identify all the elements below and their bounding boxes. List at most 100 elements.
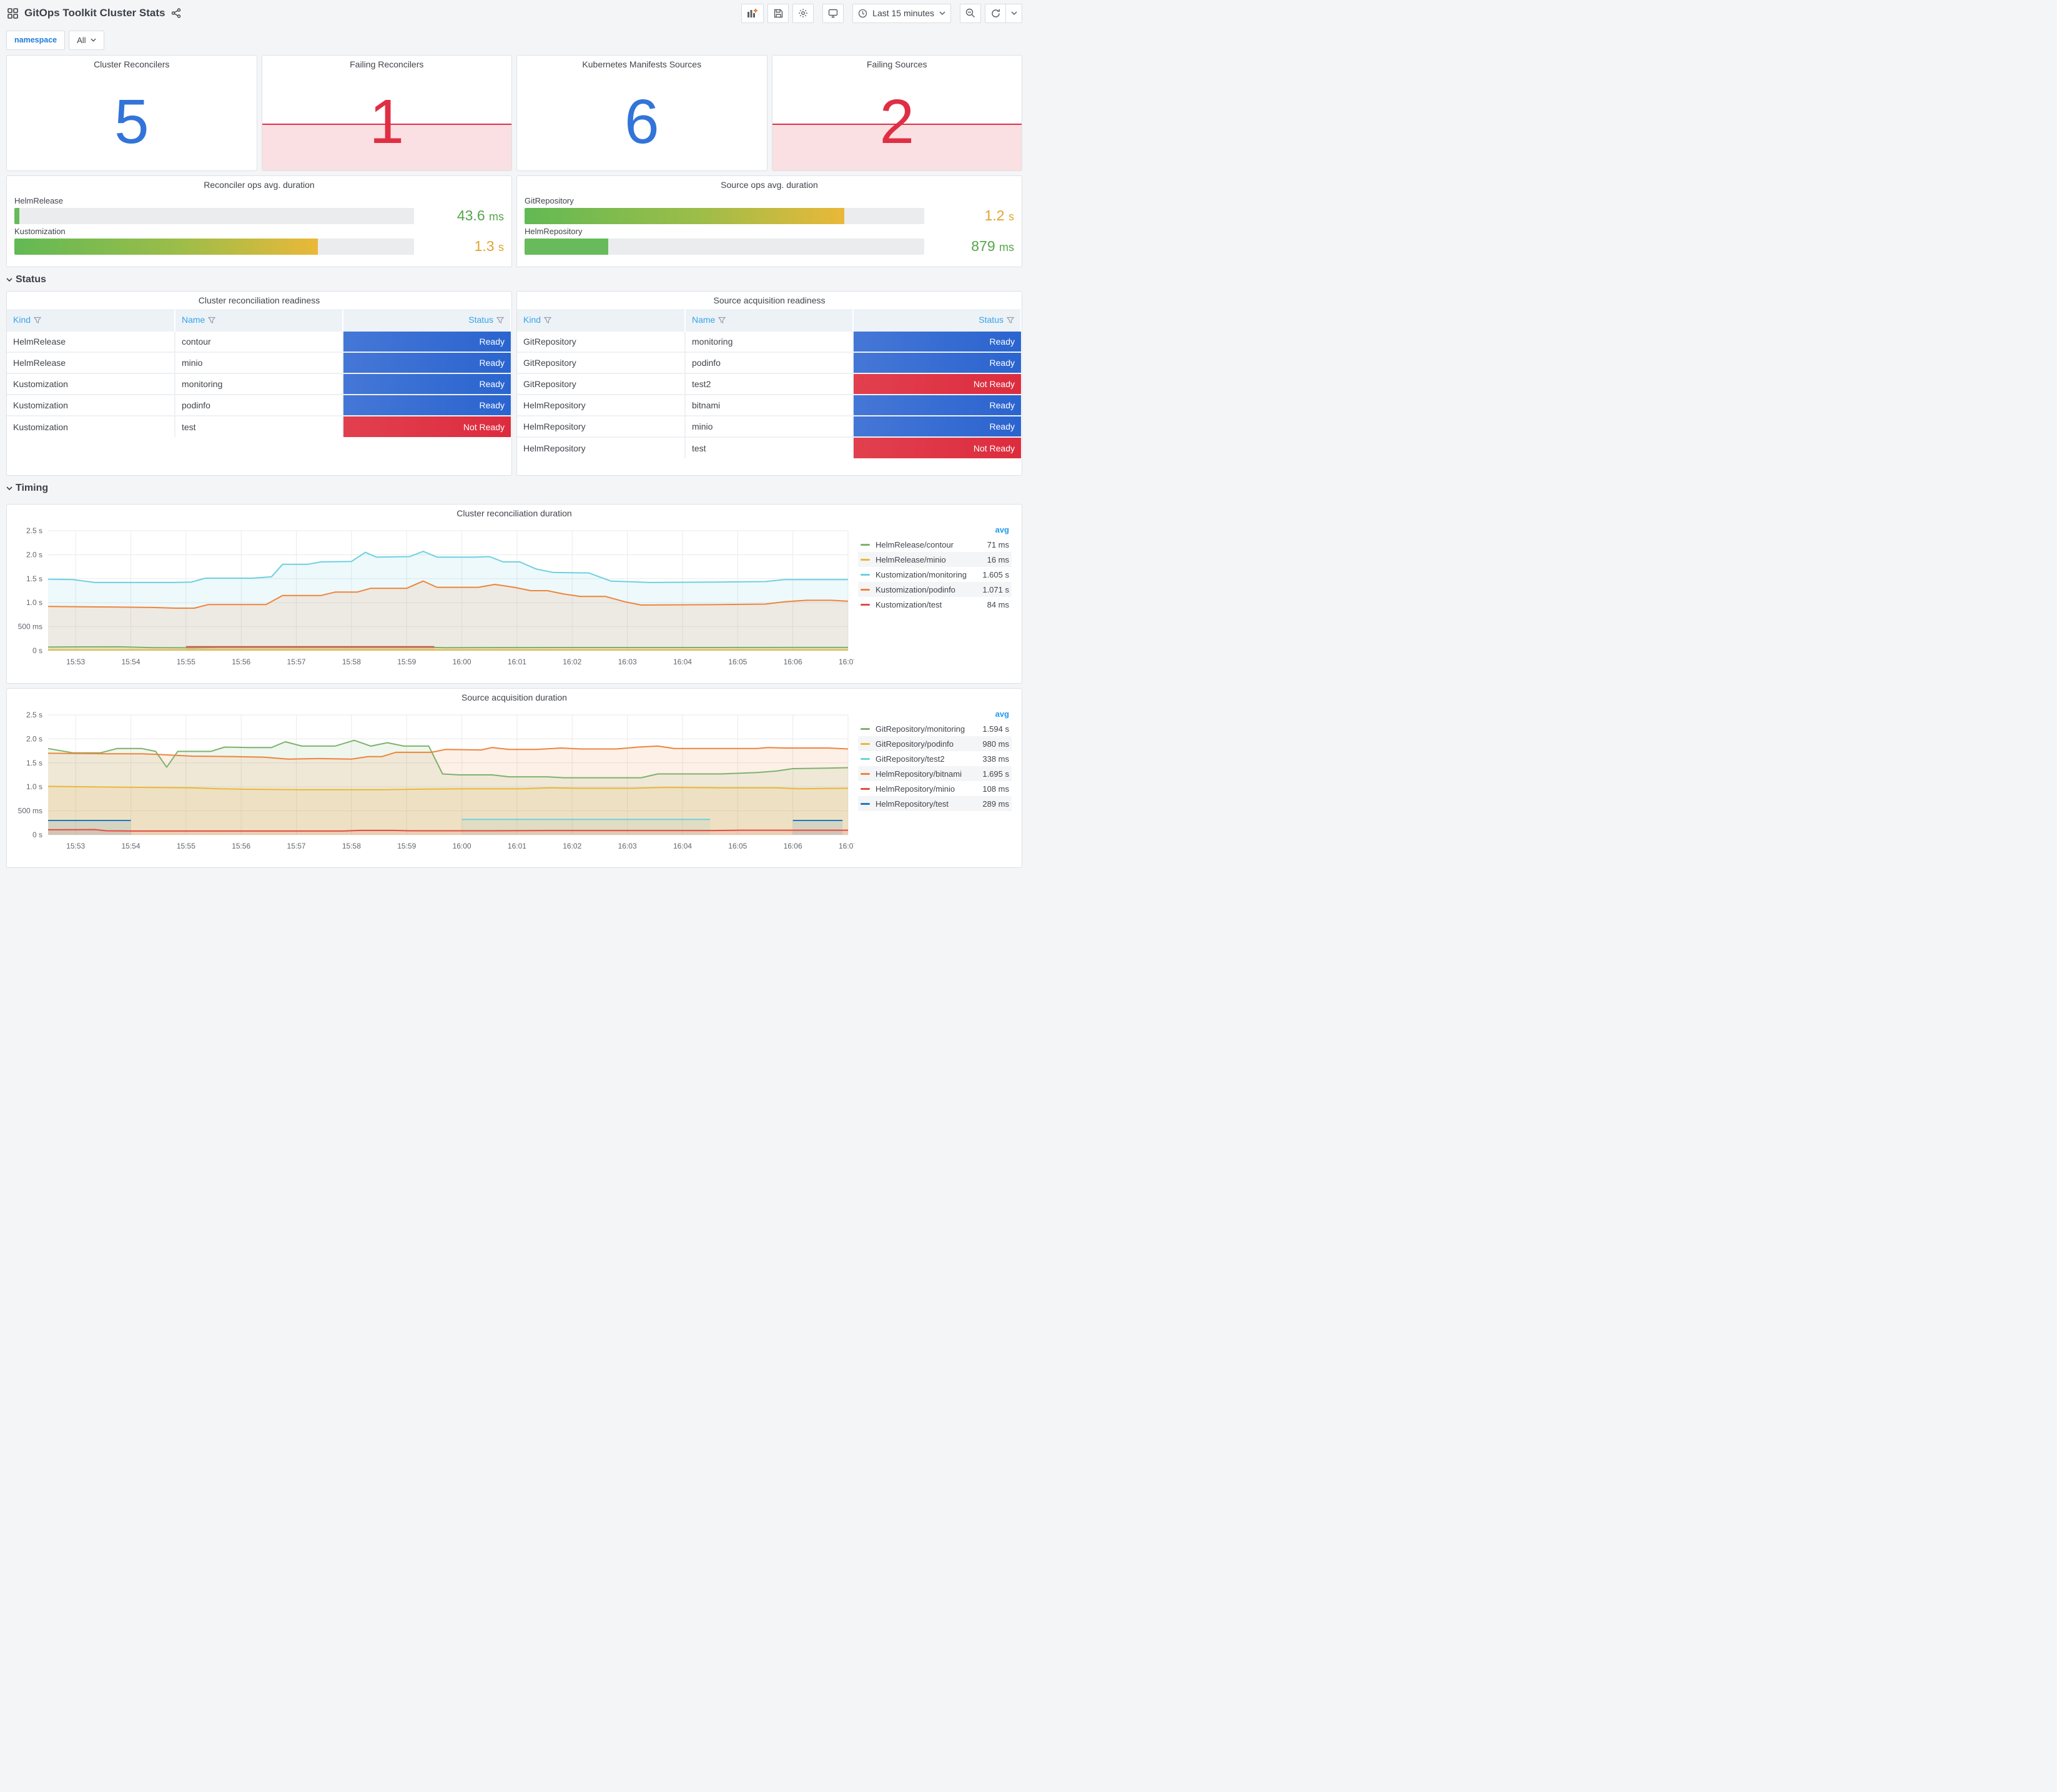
stat-panel-title[interactable]: Kubernetes Manifests Sources (582, 59, 702, 69)
section-timing[interactable]: Timing (6, 477, 1022, 500)
legend-item[interactable]: GitRepository/test2 338 ms (858, 751, 1012, 766)
status-badge: Ready (343, 373, 511, 395)
legend-avg-value: 16 ms (987, 554, 1009, 564)
svg-text:15:55: 15:55 (177, 657, 195, 666)
legend-item[interactable]: Kustomization/podinfo 1.071 s (858, 582, 1012, 597)
legend-avg-header[interactable]: avg (995, 525, 1009, 534)
svg-text:15:57: 15:57 (287, 842, 306, 850)
cell-name: contour (175, 330, 343, 352)
legend-avg-value: 71 ms (987, 539, 1009, 549)
svg-text:16:07: 16:07 (839, 657, 854, 666)
column-header-name[interactable]: Name (175, 309, 343, 331)
legend-series-name: HelmRelease/minio (876, 554, 946, 564)
stat-value: 1 (369, 86, 405, 157)
filter-icon[interactable] (1006, 317, 1015, 324)
gauge-row: GitRepository 1.2 s (525, 196, 1014, 224)
legend-avg-value: 1.594 s (982, 724, 1009, 734)
svg-text:15:57: 15:57 (287, 657, 306, 666)
readiness-table: Kind Name Status HelmRelease contour Ready Hel… (7, 309, 511, 437)
legend-item[interactable]: HelmRepository/bitnami 1.695 s (858, 766, 1012, 781)
svg-text:16:01: 16:01 (508, 657, 526, 666)
legend-item[interactable]: HelmRepository/test 289 ms (858, 796, 1012, 811)
svg-text:2.5 s: 2.5 s (26, 526, 42, 535)
dashboard-settings-button[interactable] (792, 3, 814, 23)
filter-icon[interactable] (208, 317, 216, 324)
legend-item[interactable]: GitRepository/podinfo 980 ms (858, 736, 1012, 751)
refresh-button[interactable] (985, 3, 1006, 23)
legend-series-name: Kustomization/podinfo (876, 584, 955, 594)
gauge-panel-title[interactable]: Source ops avg. duration (721, 180, 818, 190)
column-header-kind[interactable]: Kind (517, 309, 686, 331)
share-icon[interactable] (171, 8, 181, 18)
table-row: GitRepository monitoring Ready (517, 330, 1021, 352)
page-title: GitOps Toolkit Cluster Stats (24, 7, 165, 19)
legend-item[interactable]: GitRepository/monitoring 1.594 s (858, 721, 1012, 736)
stat-panel-title[interactable]: Failing Reconcilers (350, 59, 424, 69)
legend-item[interactable]: HelmRelease/minio 16 ms (858, 552, 1012, 567)
section-status[interactable]: Status (6, 268, 1022, 291)
stats-row: Cluster Reconcilers 5 Failing Reconcilers 1… (6, 55, 1022, 171)
timeseries-canvas[interactable]: 0 s 500 ms 1.0 s 1.5 s 2.0 s 2.5 s 15:53 15:54 1… (9, 523, 858, 673)
column-header-name[interactable]: Name (685, 309, 854, 331)
svg-text:15:56: 15:56 (232, 842, 250, 850)
timeseries-plot[interactable]: 0 s 500 ms 1.0 s 1.5 s 2.0 s 2.5 s 15:53 15:54 1… (9, 707, 858, 860)
column-header-status[interactable]: Status (343, 309, 511, 331)
filter-icon[interactable] (33, 317, 42, 324)
gauge-panel-1: Source ops avg. duration GitRepository 1.2… (516, 175, 1022, 267)
table-panel-0: Cluster reconciliation readiness Kind Name… (6, 291, 512, 476)
svg-text:16:03: 16:03 (618, 657, 637, 666)
add-panel-button[interactable] (741, 3, 764, 23)
legend-color-dash (861, 757, 870, 760)
timeseries-canvas[interactable]: 0 s 500 ms 1.0 s 1.5 s 2.0 s 2.5 s 15:53 15:54 1… (9, 707, 858, 857)
legend-item[interactable]: Kustomization/monitoring 1.605 s (858, 567, 1012, 582)
svg-text:15:59: 15:59 (397, 842, 416, 850)
status-badge: Not Ready (343, 415, 511, 437)
legend-series-name: GitRepository/test2 (876, 754, 945, 764)
gauge-value: 43.6 ms (456, 207, 504, 224)
column-header-status[interactable]: Status (853, 309, 1022, 331)
zoom-out-time-button[interactable] (960, 3, 981, 23)
svg-text:15:54: 15:54 (122, 842, 141, 850)
legend-avg-value: 980 ms (982, 739, 1009, 749)
namespace-variable-select[interactable]: All (69, 30, 104, 50)
legend-item[interactable]: HelmRepository/minio 108 ms (858, 781, 1012, 796)
gauge-panel-title[interactable]: Reconciler ops avg. duration (204, 180, 315, 190)
cell-kind: HelmRepository (517, 415, 686, 437)
refresh-interval-dropdown[interactable] (1006, 3, 1022, 23)
save-dashboard-button[interactable] (767, 3, 789, 23)
table-row: Kustomization test Not Ready (7, 415, 511, 437)
timeseries-plot[interactable]: 0 s 500 ms 1.0 s 1.5 s 2.0 s 2.5 s 15:53 15:54 1… (9, 523, 858, 676)
chart-title[interactable]: Cluster reconciliation duration (456, 508, 572, 518)
gauge-label: HelmRelease (14, 196, 64, 205)
cell-kind: GitRepository (517, 330, 686, 352)
svg-text:16:00: 16:00 (453, 657, 471, 666)
stat-panel-title[interactable]: Failing Sources (867, 59, 927, 69)
column-header-kind[interactable]: Kind (7, 309, 175, 331)
legend-avg-header[interactable]: avg (995, 709, 1009, 719)
svg-text:500 ms: 500 ms (18, 807, 42, 815)
table-row: Kustomization podinfo Ready (7, 394, 511, 416)
dashboard-grid-icon[interactable] (7, 7, 18, 19)
legend-avg-value: 338 ms (982, 754, 1009, 764)
filter-icon[interactable] (718, 317, 726, 324)
time-range-picker[interactable]: Last 15 minutes (852, 3, 951, 23)
svg-text:16:04: 16:04 (673, 657, 692, 666)
table-panel-title[interactable]: Source acquisition readiness (713, 295, 826, 305)
table-panel-title[interactable]: Cluster reconciliation readiness (198, 295, 320, 305)
svg-text:15:53: 15:53 (66, 842, 85, 850)
readiness-table: Kind Name Status GitRepository monitoring Rea… (517, 309, 1022, 458)
stat-panel-title[interactable]: Cluster Reconcilers (94, 59, 170, 69)
status-badge: Ready (853, 394, 1021, 416)
legend-item[interactable]: HelmRelease/contour 71 ms (858, 537, 1012, 552)
svg-text:15:55: 15:55 (177, 842, 195, 850)
cycle-view-mode-button[interactable] (822, 3, 844, 23)
legend-item[interactable]: Kustomization/test 84 ms (858, 597, 1012, 612)
chart-title[interactable]: Source acquisition duration (461, 692, 567, 702)
status-badge: Not Ready (853, 436, 1021, 458)
table-row: HelmRepository bitnami Ready (517, 394, 1021, 416)
filter-icon[interactable] (543, 317, 552, 324)
svg-text:16:06: 16:06 (784, 842, 802, 850)
filter-icon[interactable] (496, 317, 505, 324)
legend-color-dash (861, 603, 870, 606)
stat-value: 6 (624, 86, 659, 157)
